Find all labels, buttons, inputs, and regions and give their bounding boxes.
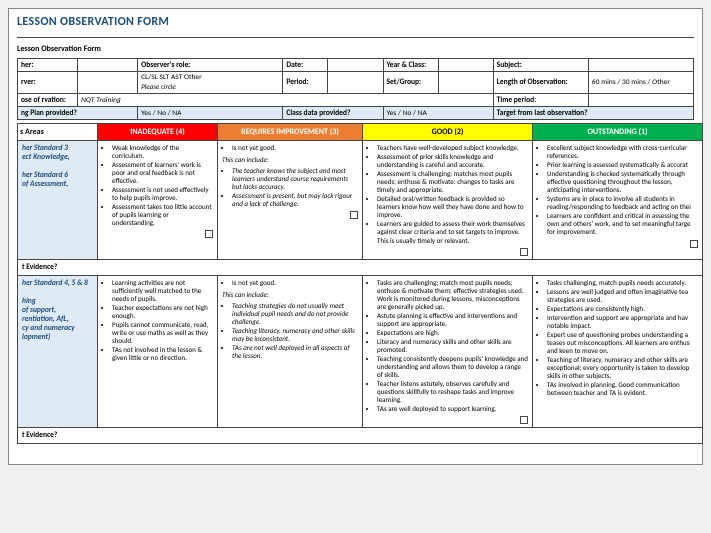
bullet-item: Assessment of learners' work is poor and… [112,161,213,185]
teacher-value[interactable] [78,59,138,72]
header-inadequate: INADEQUATE (4) [98,124,218,141]
row2-good: Tasks are challenging; match most pupils… [363,275,533,428]
bullet-item: Teaching literacy, numeracy and other sk… [232,327,358,343]
bullet-item: TAs are well deployed to support learnin… [377,405,528,413]
bullet-item: TAs involved in planning. Good communica… [547,381,698,397]
class-data-value[interactable]: Yes / No / NA [383,107,493,120]
meta-table: her: Observer's role: Date: Year & Class… [17,58,694,120]
subject-label: Subject: [493,59,588,72]
bullet-item: Tasks challenging, match pupils needs ac… [547,279,698,287]
doc-title: LESSON OBSERVATION FORM [17,15,694,29]
bullet-item: Learners are confident and critical in a… [547,212,698,236]
row1-left: her Standard 3 ect Knowledge, her Standa… [18,141,98,260]
row2-requires: Is not yet good. This can include: Teach… [218,275,363,428]
row-standard-3-6: her Standard 3 ect Knowledge, her Standa… [18,141,703,260]
bullet-item: Pupils cannot communicate, read, write o… [112,321,213,345]
period-label: Period: [283,72,328,94]
bullet-item: Assessment is present, but may lack rigo… [232,192,358,208]
checkbox[interactable] [205,230,213,238]
bullet-item: Lessons are well judged and often imagin… [547,288,698,304]
time-period-label: Time period: [493,94,588,107]
row1-good: Teachers have well-developed subject kno… [363,141,533,260]
set-group-label: Set/Group: [383,72,438,94]
plan-label: ng Plan provided? [18,107,138,120]
evidence-row-2: t Evidence? [18,428,703,444]
checkbox[interactable] [520,248,528,256]
bullet-item: Tasks are challenging; match most pupils… [377,279,528,311]
date-value[interactable] [328,59,383,72]
header-outstanding: OUTSTANDING (1) [533,124,703,141]
time-period-value[interactable] [588,94,693,107]
bullet-item: TAs are not well deployed in all aspects… [232,344,358,360]
bullet-item: Excellent subject knowledge with cross-c… [547,144,698,160]
page: LESSON OBSERVATION FORM Lesson Observati… [8,8,703,465]
row2-inadequate: Learning activities are not sufficiently… [98,275,218,428]
teacher-label: her: [18,59,78,72]
checkbox[interactable] [690,240,698,248]
observer-label: rver: [18,72,78,94]
bullet-item: Astute planning is effective and interve… [377,312,528,328]
section-heading: Lesson Observation Form [17,42,694,56]
length-label: Length of Observation: [493,72,588,94]
bullet-item: Learners are guided to assess their work… [377,220,528,244]
bullet-item: Understanding is checked systematically … [547,170,698,194]
row1-inadequate: Weak knowledge of the curriculum.Assessm… [98,141,218,260]
set-group-value[interactable] [438,72,493,94]
purpose-value[interactable]: NQT Training [78,94,494,107]
observer-value[interactable] [78,72,138,94]
focus-table: s Areas INADEQUATE (4) REQUIRES IMPROVEM… [17,123,703,444]
bullet-item: Expectations are high. [377,329,528,337]
bullet-item: Learning activities are not sufficiently… [112,279,213,303]
evidence-row-1: t Evidence? [18,259,703,275]
bullet-item: Assessment of prior skills knowledge and… [377,153,528,169]
row1-requires: Is not yet good. This can include: The t… [218,141,363,260]
bullet-item: Weak knowledge of the curriculum. [112,144,213,160]
checkbox[interactable] [520,416,528,424]
year-class-label: Year & Class: [383,59,438,72]
length-value[interactable]: 60 mins / 30 mins / Other [588,72,693,94]
bullet-item: Literacy and numeracy skills and other s… [377,338,528,354]
row-standard-4-5-8: her Standard 4, 5 & 8 hing of support, r… [18,275,703,428]
bullet-item: TAs not involved in the lesson & given l… [112,346,213,362]
bullet-item: Teaching consistently deepens pupils' kn… [377,355,528,379]
bullet-item: Teaching strategies do not usually meet … [232,302,358,326]
row2-left: her Standard 4, 5 & 8 hing of support, r… [18,275,98,428]
period-value[interactable] [328,72,383,94]
focus-header: s Areas [18,124,98,141]
header-requires: REQUIRES IMPROVEMENT (3) [218,124,363,141]
divider [17,37,694,38]
year-class-value[interactable] [438,59,493,72]
purpose-label: ose of rvation: [18,94,78,107]
bullet-item: Intervention and support are appropriate… [547,314,698,330]
row2-outstanding: Tasks challenging, match pupils needs ac… [533,275,703,428]
bullet-item: Expert use of questioning probes underst… [547,331,698,355]
bullet-item: Assessment takes too little account of p… [112,203,213,227]
subject-value[interactable] [588,59,693,72]
bullet-item: Assessment is not used effectively to he… [112,186,213,202]
bullet-item: The teacher knows the subject and most l… [232,167,358,191]
bullet-item: Detailed oral/written feedback is provid… [377,195,528,219]
plan-value[interactable]: Yes / No / NA [138,107,283,120]
bullet-item: Assessment is challenging; matches most … [377,170,528,194]
evidence-label: t Evidence? [18,259,703,275]
bullet-item: Prior learning is assessed systematicall… [547,161,698,169]
target-label: Target from last observation? [493,107,693,120]
observer-role-value[interactable]: CL/SL SLT AST Other Please circle [138,72,283,94]
evidence-label: t Evidence? [18,428,703,444]
class-data-label: Class data provided? [283,107,383,120]
bullet-item: Teacher listens astutely, observes caref… [377,380,528,404]
checkbox[interactable] [350,211,358,219]
bullet-item: Teacher expectations are not high enough… [112,304,213,320]
row1-outstanding: Excellent subject knowledge with cross-c… [533,141,703,260]
bullet-item: Expectations are consistently high. [547,305,698,313]
bullet-item: Teachers have well-developed subject kno… [377,144,528,152]
header-good: GOOD (2) [363,124,533,141]
bullet-item: Systems are in place to involve all stud… [547,195,698,211]
bullet-item: Teaching of literacy, numeracy and other… [547,356,698,380]
date-label: Date: [283,59,328,72]
observer-role-label: Observer's role: [138,59,283,72]
